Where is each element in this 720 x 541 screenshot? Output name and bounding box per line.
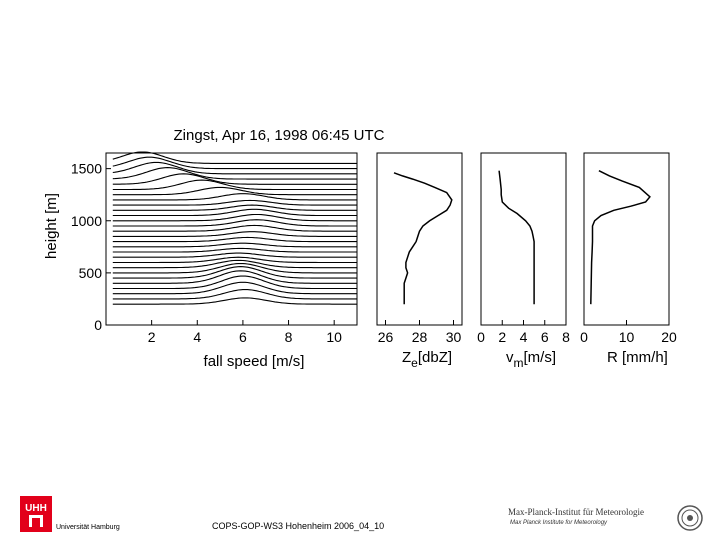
spectra-x-label: fall speed [m/s] [204,353,305,370]
spectrum-line [112,231,357,237]
spectrum-line [112,289,357,300]
spectra-frame [105,152,358,326]
ze-profile-line [393,172,453,305]
spectrum-line [112,213,357,222]
main-chart-title: Zingst, Apr 16, 1998 06:45 UTC [174,127,385,144]
spectrum-line [112,208,357,217]
spectrum-line [112,262,357,274]
ze-x-tick-label: 30 [446,329,462,345]
spectrum-line [112,270,357,284]
university-hamburg-logo: UHH Universität Hamburg [20,496,160,532]
vm-x-tick-label: 4 [520,329,528,345]
mpi-meteorology-logo: Max-Planck-Institut für Meteorologie Max… [508,502,708,536]
uhh-mark: UHH [25,503,47,514]
spectra-x-tick-label: 6 [239,329,247,345]
vm-x-tick-label: 8 [562,329,570,345]
spectrum-line [112,173,357,185]
mpi-logo-subtitle: Max Planck Institute for Meteorology [510,520,608,526]
spectrum-line [112,236,357,243]
rain-rate-profile-line [590,170,651,305]
spectra-y-tick-label: 1500 [71,161,102,177]
spectrum-line [112,242,357,248]
vm-x-label: vm[m/s] [506,349,556,370]
spectra-y-tick-label: 500 [79,265,103,281]
spectra-y-tick-label: 1000 [71,213,102,229]
spectra-x-tick-label: 8 [285,329,293,345]
ze-frame [376,152,463,326]
spectrum-line [112,167,357,180]
spectrum-line [112,297,357,305]
rain-rate-x-tick-label: 20 [661,329,677,345]
spectra-y-label: height [m] [43,193,60,259]
spectrum-line [112,247,357,253]
ze-x-tick-label: 28 [412,329,428,345]
spectrum-line [112,275,357,290]
spectrum-line [112,281,357,295]
mpi-logo-title: Max-Planck-Institut für Meteorologie [508,507,644,517]
vm-x-tick-label: 6 [541,329,549,345]
ze-x-label: Ze[dbZ] [402,349,452,370]
ze-x-tick-label: 26 [378,329,394,345]
spectrum-line [112,161,357,175]
spectra-y-tick-label: 0 [94,317,102,333]
rain-rate-x-tick-label: 10 [619,329,635,345]
spectra-panel: 2 4 6 8 10 0 500 1000 1500 fall speed [m/s] hei… [43,151,358,370]
spectrum-line [112,259,357,269]
ze-panel: 26 28 30 Ze[dbZ] [376,152,463,370]
uhh-logo-text: Universität Hamburg [56,524,120,531]
spectra-x-tick-label: 10 [326,329,342,345]
vm-frame [480,152,567,326]
spectra-x-tick-label: 4 [193,329,201,345]
footer-text: COPS-GOP-WS3 Hohenheim 2006_04_10 [212,521,385,531]
spectrum-line [112,186,357,196]
rain-rate-x-label: R [mm/h] [607,349,668,366]
vm-x-tick-label: 2 [498,329,506,345]
vm-x-tick-label: 0 [477,329,485,345]
vm-profile-line [498,170,535,305]
spectra-x-tick-label: 2 [148,329,156,345]
spectrum-line [112,204,357,211]
spectrum-line [112,219,357,227]
rain-rate-panel: 0 10 20 R [mm/h] [580,152,677,366]
rain-rate-x-tick-label: 0 [580,329,588,345]
spectrum-line [112,179,357,191]
spectrum-line [112,266,357,279]
spectrum-line [112,156,357,170]
spectrum-line [112,224,357,232]
spectrum-line [112,199,357,206]
rain-rate-frame [583,152,670,326]
spectrum-line [112,151,357,164]
spectrum-line [112,193,357,201]
spectrum-line [112,252,357,258]
spectrum-line [112,256,357,264]
